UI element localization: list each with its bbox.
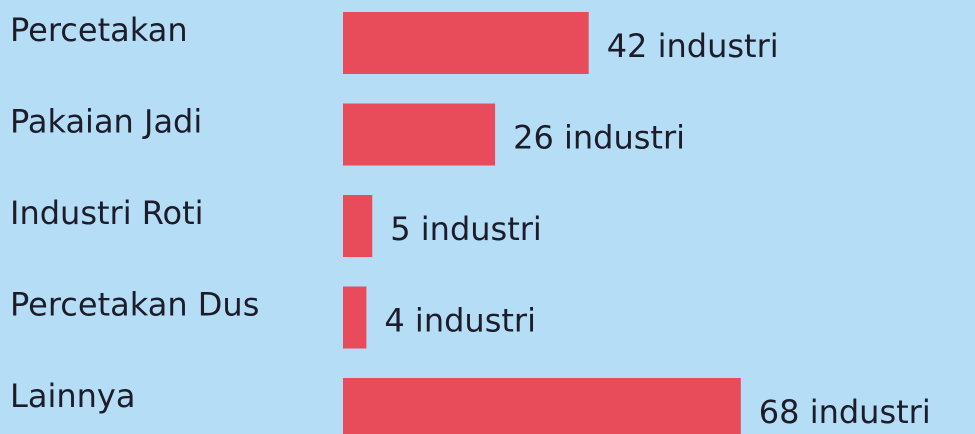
value-label: 68 industri	[759, 393, 931, 431]
value-label: 4 industri	[384, 302, 536, 340]
bar	[343, 12, 589, 74]
value-label: 42 industri	[607, 27, 779, 65]
bar	[343, 286, 367, 349]
category-label: Pakaian Jadi	[10, 103, 202, 141]
bar	[343, 103, 496, 166]
category-label: Percetakan	[10, 11, 188, 49]
category-label: Percetakan Dus	[10, 286, 259, 324]
value-label: 26 industri	[513, 119, 685, 157]
category-label: Industri Roti	[10, 194, 204, 232]
bar	[343, 378, 741, 434]
value-label: 5 industri	[390, 210, 542, 248]
category-label: Lainnya	[10, 377, 135, 415]
bar	[343, 195, 373, 257]
